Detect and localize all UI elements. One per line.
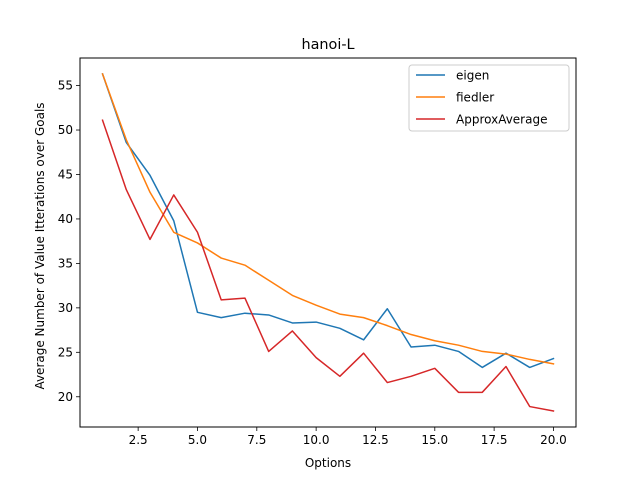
- y-tick-label: 55: [58, 79, 73, 93]
- y-tick-label: 35: [58, 256, 73, 270]
- y-tick-label: 50: [58, 123, 73, 137]
- legend-label-eigen: eigen: [456, 69, 489, 83]
- y-tick-label: 40: [58, 212, 73, 226]
- y-tick-label: 45: [58, 167, 73, 181]
- x-tick-label: 7.5: [247, 433, 266, 447]
- legend: eigen fiedler ApproxAverage: [409, 65, 569, 131]
- x-tick-label: 17.5: [481, 433, 508, 447]
- x-tick-label: 20.0: [540, 433, 567, 447]
- x-tick-label: 2.5: [129, 433, 148, 447]
- y-axis-label: Average Number of Value Itterations over…: [33, 102, 47, 389]
- x-tick-label: 5.0: [188, 433, 207, 447]
- x-axis-label: Options: [305, 456, 351, 470]
- chart-title: hanoi-L: [301, 37, 354, 53]
- legend-label-fiedler: fiedler: [456, 91, 494, 105]
- y-tick-label: 25: [58, 345, 73, 359]
- y-tick-label: 20: [58, 390, 73, 404]
- x-tick-label: 12.5: [362, 433, 389, 447]
- y-tick-label: 30: [58, 301, 73, 315]
- x-tick-label: 15.0: [421, 433, 448, 447]
- x-tick-label: 10.0: [303, 433, 330, 447]
- legend-label-approxaverage: ApproxAverage: [456, 113, 547, 127]
